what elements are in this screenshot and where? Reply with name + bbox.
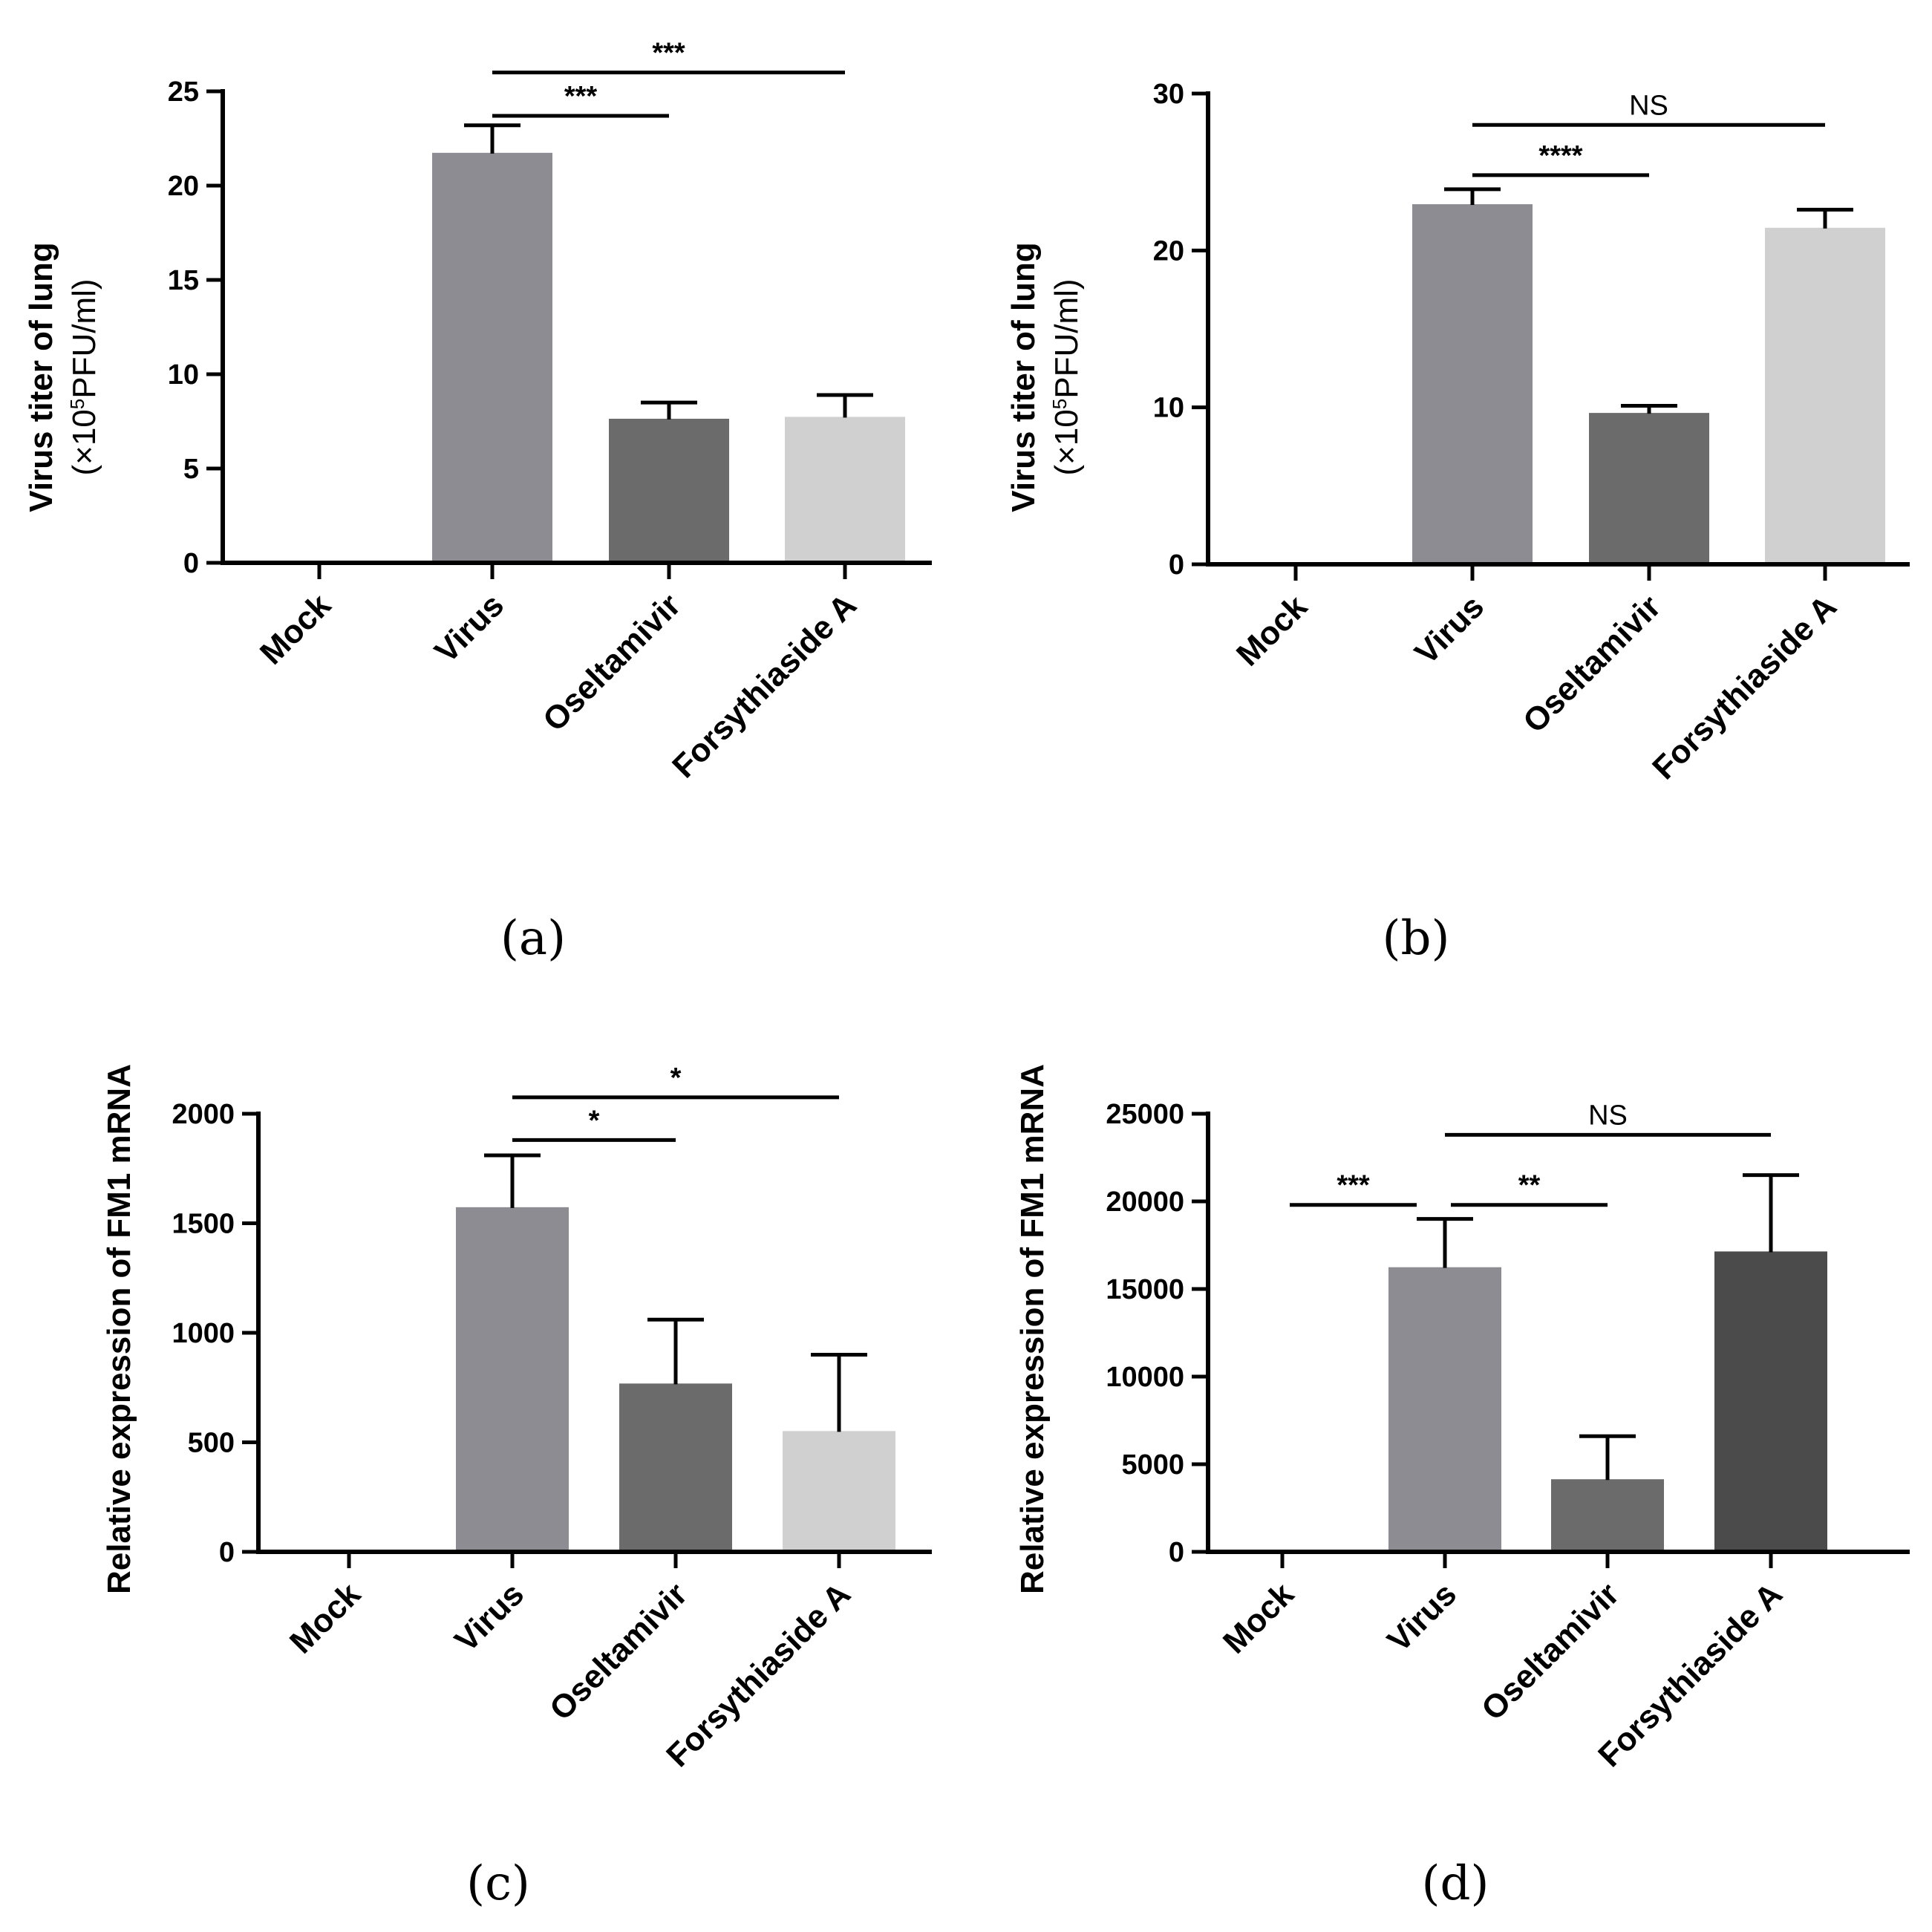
- y-axis-unit-prefix: (×10: [66, 409, 102, 475]
- bar-inner: [440, 159, 544, 563]
- x-tick-label: Virus: [1380, 1576, 1463, 1659]
- x-tick-label: Mock: [253, 587, 339, 672]
- significance-label: ***: [652, 38, 685, 69]
- y-tick-label: 20000: [1106, 1187, 1184, 1218]
- y-axis-title: Relative expression of FM1 mRNA: [101, 1064, 137, 1594]
- y-axis-unit: (×105PFU/ml): [1048, 278, 1085, 475]
- y-tick-label: 2000: [172, 1099, 235, 1130]
- y-tick-label: 0: [1169, 549, 1184, 581]
- y-tick-label: 1000: [172, 1318, 235, 1349]
- panel-label: (c): [466, 1856, 530, 1911]
- bar-inner: [1420, 211, 1524, 564]
- y-tick-label: 10: [1153, 393, 1184, 424]
- significance-label: *: [670, 1063, 682, 1094]
- bar-inner: [1397, 1273, 1493, 1552]
- y-tick-label: 10: [168, 359, 199, 391]
- y-tick-label: 20: [1153, 235, 1184, 267]
- y-tick-label: 15000: [1106, 1274, 1184, 1305]
- panel-label: (d): [1422, 1856, 1489, 1911]
- x-tick-label: Oseltamivir: [536, 587, 688, 738]
- bar-inner: [464, 1213, 561, 1552]
- significance-label: *: [589, 1105, 600, 1136]
- y-axis-unit-superscript: 5: [1048, 399, 1071, 409]
- y-axis-unit: (×105PFU/ml): [66, 278, 102, 475]
- bar-inner: [1559, 1486, 1656, 1552]
- bar-inner: [627, 1390, 724, 1552]
- significance-label: ****: [1538, 140, 1582, 172]
- x-tick-label: Forsythiaside A: [1645, 588, 1844, 786]
- y-tick-label: 10000: [1106, 1362, 1184, 1393]
- y-axis-unit-superscript: 5: [66, 399, 88, 409]
- panel-label: (b): [1383, 911, 1450, 966]
- significance-label: NS: [1588, 1100, 1628, 1131]
- y-tick-label: 0: [219, 1537, 235, 1568]
- x-tick-label: Virus: [1408, 588, 1491, 671]
- y-tick-label: 5: [183, 454, 199, 485]
- chart-panel-a: 0 5 10 15 20 25 Mock Virus OseltamivirForsythias…: [23, 38, 932, 966]
- bar-inner: [1597, 420, 1701, 564]
- significance-label: ***: [1337, 1170, 1370, 1201]
- panel-label: (a): [500, 911, 566, 966]
- y-tick-label: 15: [168, 265, 199, 296]
- x-tick-label: Oseltamivir: [543, 1576, 694, 1727]
- chart-panel-d: 0 5000 10000 15000 20000 25000 Mock Virus Oselta…: [1014, 1064, 1910, 1911]
- bar-inner: [1723, 1258, 1819, 1552]
- significance-label: **: [1518, 1170, 1541, 1201]
- y-axis-unit-suffix: PFU/ml): [1048, 278, 1085, 398]
- y-axis-title: Virus titer of lung: [23, 242, 59, 512]
- y-axis-title: Virus titer of lung: [1005, 242, 1042, 512]
- y-axis-unit-prefix: (×10: [1048, 409, 1085, 475]
- x-tick-label: Oseltamivir: [1516, 588, 1668, 740]
- x-tick-label: Virus: [428, 587, 511, 670]
- y-tick-label: 0: [183, 548, 199, 579]
- x-tick-label: Mock: [1216, 1576, 1302, 1661]
- y-tick-label: 0: [1169, 1537, 1184, 1568]
- bar-inner: [1773, 234, 1877, 564]
- bar-inner: [793, 423, 897, 563]
- bar-inner: [791, 1437, 887, 1552]
- x-tick-label: Mock: [283, 1576, 368, 1661]
- y-axis-title: Relative expression of FM1 mRNA: [1014, 1064, 1051, 1594]
- x-tick-label: Mock: [1230, 588, 1315, 673]
- bar-inner: [617, 425, 721, 563]
- y-tick-label: 30: [1153, 79, 1184, 110]
- x-tick-label: Oseltamivir: [1475, 1576, 1626, 1727]
- y-tick-label: 25000: [1106, 1099, 1184, 1130]
- significance-label: NS: [1629, 90, 1668, 121]
- y-tick-label: 500: [188, 1428, 235, 1459]
- y-axis-unit-suffix: PFU/ml): [66, 278, 102, 398]
- significance-label: ***: [564, 81, 598, 112]
- chart-panel-b: 0 10 20 30 Mock Virus OseltamivirForsythiaside…: [1005, 79, 1910, 966]
- y-tick-label: 25: [168, 76, 199, 108]
- y-tick-label: 5000: [1121, 1449, 1184, 1481]
- y-tick-label: 1500: [172, 1209, 235, 1240]
- x-tick-label: Virus: [448, 1576, 531, 1659]
- y-tick-label: 20: [168, 171, 199, 202]
- x-tick-label: Forsythiaside A: [665, 587, 864, 785]
